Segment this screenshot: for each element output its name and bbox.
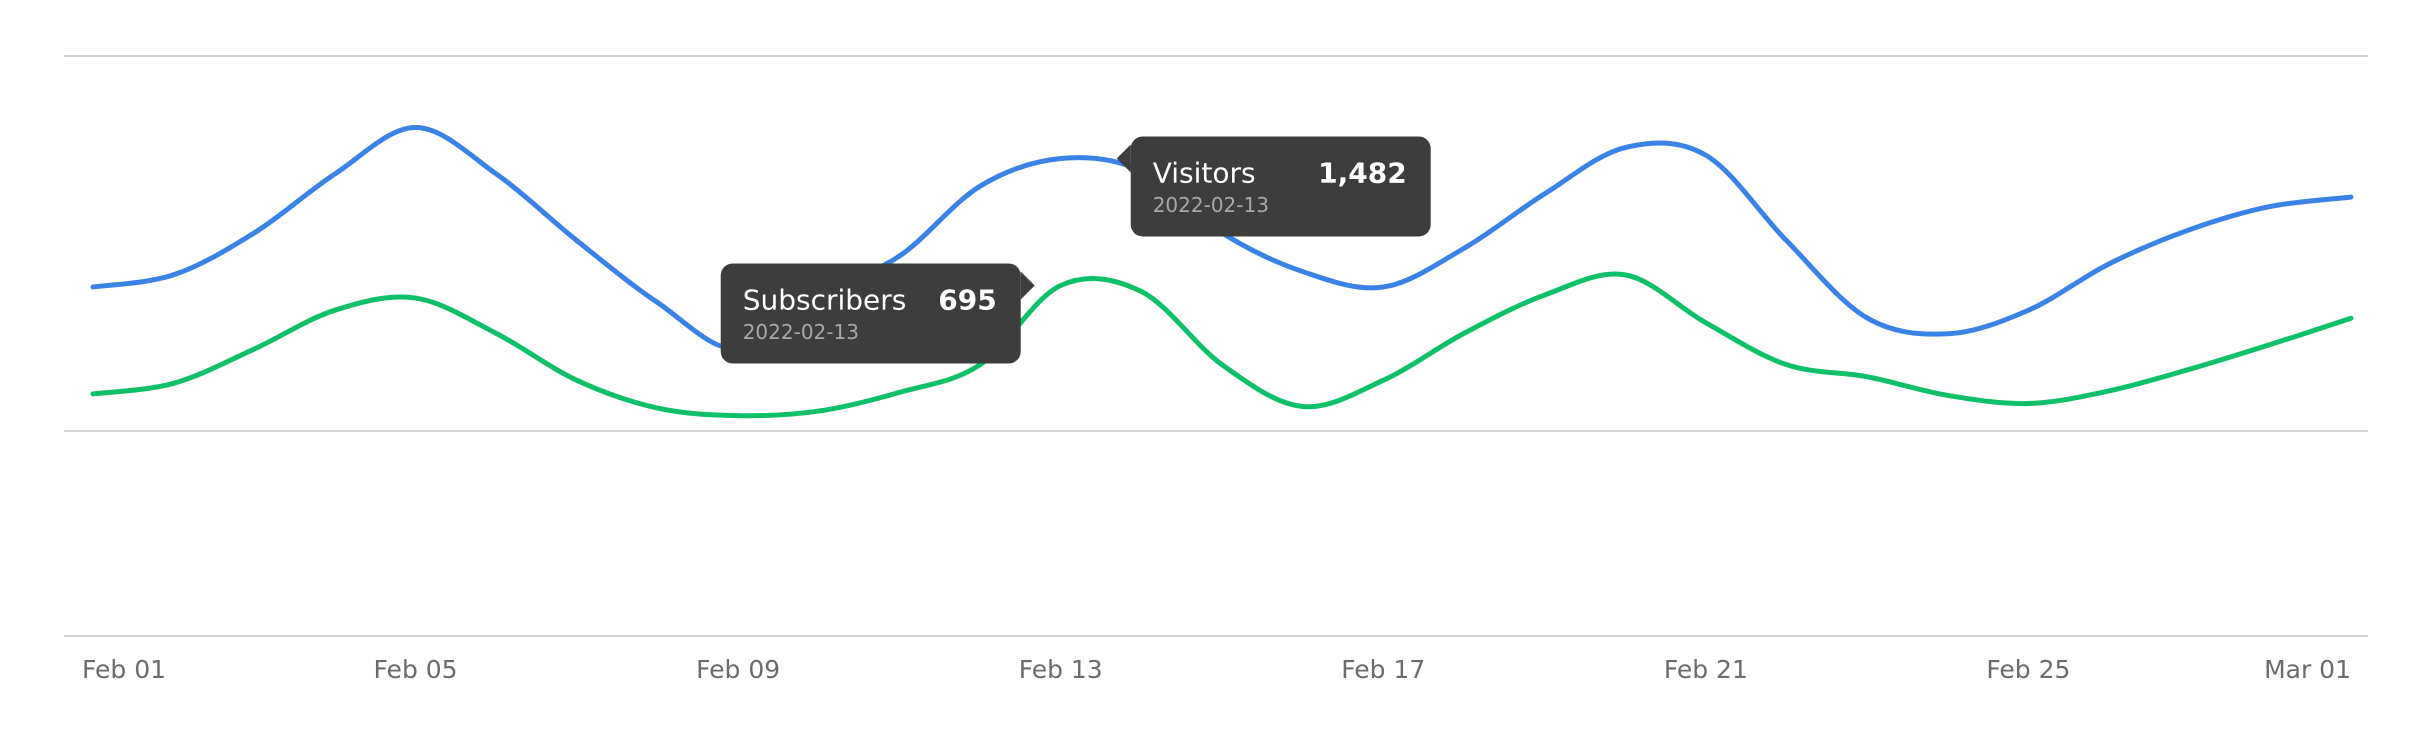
x-tick-label: Feb 05: [374, 655, 458, 684]
tooltip: Visitors 1,482 2022-02-13: [1116, 136, 1431, 237]
tooltip-date: 2022-02-13: [1153, 193, 1269, 217]
tooltip-series-name: Visitors: [1153, 156, 1256, 189]
x-tick-label: Mar 01: [2264, 655, 2351, 684]
tooltip-pointer: [1116, 144, 1131, 173]
tooltip-pointer: [1020, 271, 1035, 300]
x-tick-label: Feb 17: [1341, 655, 1425, 684]
x-tick-label: Feb 09: [696, 655, 780, 684]
tooltip-date: 2022-02-13: [743, 320, 859, 344]
tooltip-box: [720, 263, 1021, 364]
x-tick-label: Feb 21: [1664, 655, 1748, 684]
tooltip-box: [1130, 136, 1431, 237]
tooltip-series-name: Subscribers: [743, 283, 907, 316]
tooltip-value: 1,482: [1318, 156, 1407, 189]
x-tick-label: Feb 13: [1019, 655, 1103, 684]
tooltip: Subscribers 695 2022-02-13: [720, 263, 1035, 364]
tooltip-value: 695: [938, 283, 996, 316]
x-tick-label: Feb 01: [82, 655, 166, 684]
series-line: [90, 271, 2354, 419]
x-tick-label: Feb 25: [1986, 655, 2070, 684]
